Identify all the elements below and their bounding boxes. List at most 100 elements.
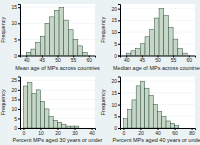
tick-label: 55 <box>171 57 177 63</box>
tick: 20 <box>55 128 61 136</box>
bar <box>62 124 66 128</box>
x-axis-title: Mean age of MPs across countries <box>15 65 100 71</box>
bar <box>145 37 150 56</box>
bar <box>178 48 183 55</box>
bar <box>149 95 153 128</box>
tick-label: 0 <box>123 130 126 136</box>
tick-label: 20 <box>111 78 117 84</box>
panel: 4045505560051015Mean age of MPs across c… <box>0 4 100 71</box>
bar <box>162 116 166 128</box>
axis-line <box>118 77 121 129</box>
x-axis-title: Median age of MPs across countries <box>113 65 200 71</box>
bar <box>150 30 155 56</box>
tick-label: 10 <box>38 130 44 136</box>
tick: 15 <box>11 96 20 102</box>
bar <box>140 44 145 56</box>
bar <box>73 39 78 55</box>
tick: 40 <box>155 128 161 136</box>
tick-label: 0 <box>14 125 17 131</box>
tick-label: 5 <box>14 116 17 122</box>
bar <box>64 20 69 55</box>
plot-background <box>120 77 195 129</box>
bar <box>54 10 59 55</box>
tick: 25 <box>11 77 20 83</box>
tick: 40 <box>89 128 95 136</box>
plot: 404550556005101520 <box>111 4 195 63</box>
tick-mark <box>118 93 120 94</box>
panel: 404550556005101520Median age of MPs acro… <box>100 4 200 71</box>
bar <box>131 51 136 56</box>
tick: 5 <box>114 113 120 119</box>
tick: 50 <box>155 56 161 64</box>
bar <box>45 109 49 128</box>
bar <box>32 94 36 128</box>
tick-label: 15 <box>11 4 17 10</box>
y-axis: 0 5 10 15 20 25 <box>11 77 20 131</box>
x-axis-title: Percent MPs aged 40 years or under <box>113 137 200 143</box>
tick-mark <box>18 23 20 24</box>
tick-label: 50 <box>55 57 61 63</box>
plot-background <box>20 77 95 129</box>
tick: 15 <box>111 90 120 96</box>
tick-label: 40 <box>124 57 130 63</box>
plot-background <box>20 4 95 56</box>
tick-label: 20 <box>111 6 117 12</box>
tick-label: 0 <box>14 53 17 59</box>
tick-label: 40 <box>24 57 30 63</box>
grid-line <box>120 8 195 9</box>
tick-label: 5 <box>114 113 117 119</box>
tick: 55 <box>171 56 177 64</box>
tick-mark <box>118 44 120 45</box>
tick: 10 <box>11 106 20 112</box>
grid-line <box>20 80 95 81</box>
tick: 45 <box>140 56 146 64</box>
tick-label: 15 <box>11 96 17 102</box>
bar <box>132 100 136 128</box>
bar <box>58 122 62 128</box>
grid-line <box>120 92 195 93</box>
bar <box>75 126 79 128</box>
tick: 10 <box>11 20 20 26</box>
panel: 02040608005101520Percent MPs aged 40 yea… <box>100 77 200 144</box>
tick-label: 15 <box>111 17 117 23</box>
tick-mark <box>18 56 20 57</box>
bar <box>126 53 131 55</box>
tick-mark <box>18 118 20 119</box>
bar <box>136 86 140 128</box>
bar <box>168 27 173 55</box>
tick: 40 <box>124 56 130 64</box>
bar <box>83 52 88 55</box>
bar <box>175 126 179 128</box>
tick-label: 40 <box>155 130 161 136</box>
tick: 5 <box>14 37 20 43</box>
bars <box>26 7 87 55</box>
tick-mark <box>18 7 20 8</box>
bar <box>78 46 83 56</box>
tick: 20 <box>138 128 144 136</box>
x-axis: 4045505560 <box>121 56 196 64</box>
plot-background <box>120 4 195 56</box>
tick-label: 10 <box>111 29 117 35</box>
tick: 20 <box>11 87 20 93</box>
tick-label: 0 <box>114 125 117 131</box>
bar <box>140 81 144 128</box>
tick-mark <box>118 81 120 82</box>
tick-label: 15 <box>111 90 117 96</box>
tick: 5 <box>114 41 120 47</box>
bar <box>70 126 74 128</box>
tick-label: 20 <box>11 87 17 93</box>
tick: 30 <box>72 128 78 136</box>
tick-label: 5 <box>14 37 17 43</box>
bar <box>50 17 55 56</box>
tick-mark <box>18 128 20 129</box>
tick-mark <box>118 32 120 33</box>
bar <box>159 9 164 56</box>
bar <box>45 23 50 55</box>
tick-label: 60 <box>172 130 178 136</box>
axis-line <box>18 77 21 129</box>
y-axis-title: Frequency <box>100 89 106 115</box>
y-axis: 0 5 10 15 <box>11 4 20 58</box>
tick: 10 <box>111 102 120 108</box>
bar <box>31 49 36 55</box>
bar <box>145 88 149 128</box>
